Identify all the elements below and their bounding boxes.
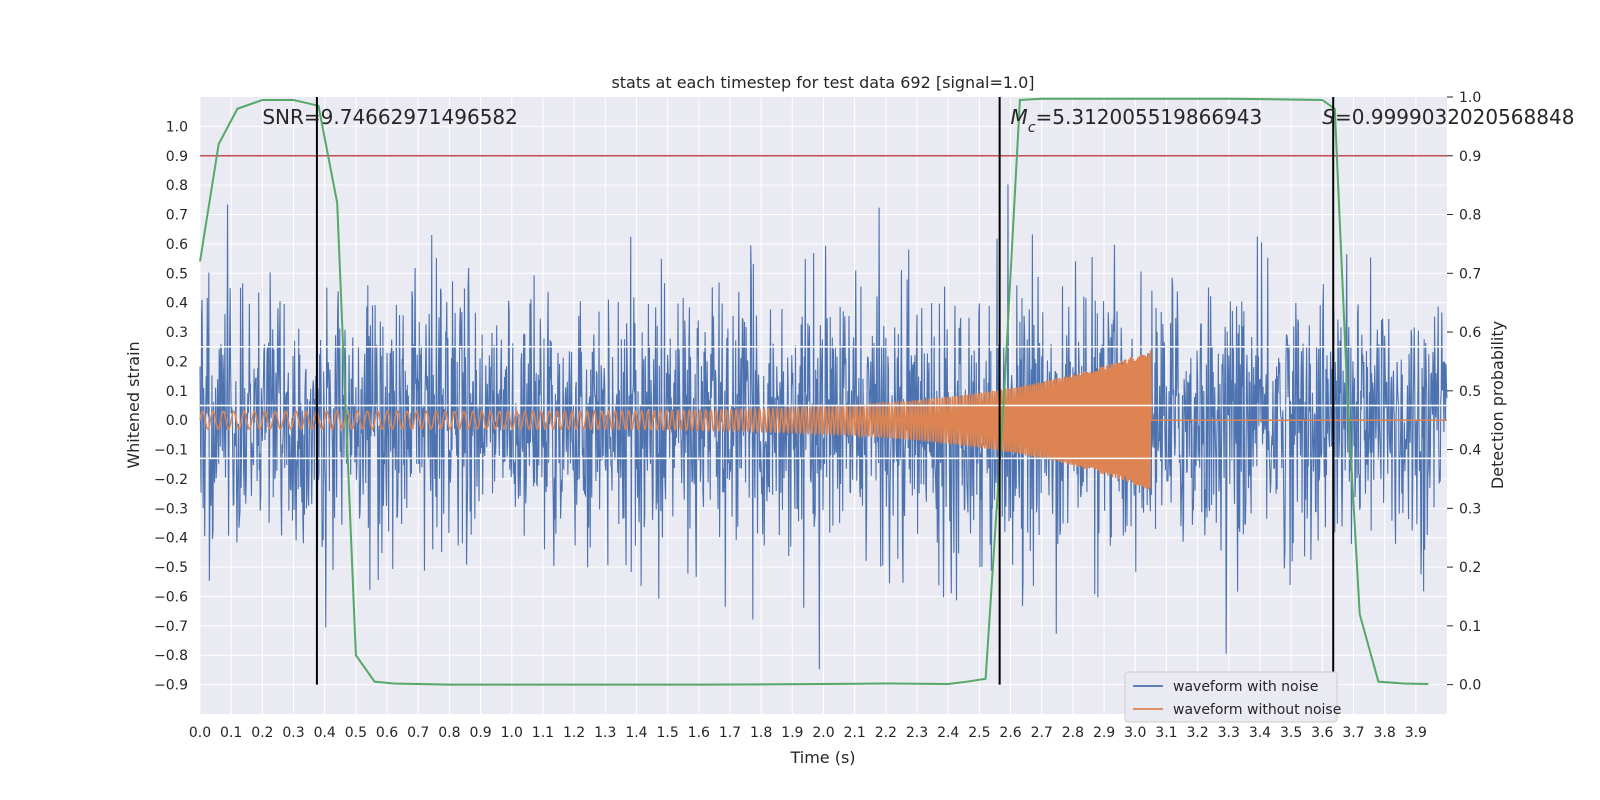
x-tick-label: 2.2	[875, 725, 897, 741]
x-tick-label: 3.0	[1124, 725, 1146, 741]
x-tick-label: 2.9	[1093, 725, 1115, 741]
probability-path	[199, 97, 1429, 686]
y-tick-label: −0.2	[154, 472, 188, 488]
x-tick-label: 0.1	[220, 725, 242, 741]
clean-path	[199, 350, 1447, 490]
x-tick-label: 3.9	[1405, 725, 1427, 741]
annotation-mc: Mc=5.312005519866943	[1011, 105, 1263, 136]
x-tick-label: 3.4	[1249, 725, 1271, 741]
y2-tick-label: 0.6	[1459, 325, 1481, 341]
annotation-snr: SNR=9.74662971496582	[262, 105, 518, 129]
y2-axis-label: Detection probability	[1488, 321, 1507, 489]
y-tick-label: 0.4	[166, 296, 188, 312]
annotation-s: S=0.9999032020568848	[1322, 105, 1574, 129]
x-tick-label: 3.1	[1155, 725, 1177, 741]
y2-tick-label: 0.3	[1459, 501, 1481, 517]
x-tick-label: 0.0	[189, 725, 211, 741]
chart-title: stats at each timestep for test data 692…	[611, 73, 1034, 92]
y2-tick-label: 0.1	[1459, 619, 1481, 635]
x-tick-label: 0.9	[469, 725, 491, 741]
x-tick-label: 1.2	[563, 725, 585, 741]
x-tick-label: 2.1	[844, 725, 866, 741]
x-tick-label: 1.7	[719, 725, 741, 741]
x-tick-label: 0.7	[407, 725, 429, 741]
x-tick-labels: 0.0 0.1 0.2 0.3 0.4 0.5 0.6 0.7 0.8 0.9 1.0 1.1 1.2 1…	[189, 725, 1427, 741]
y-tick-label: −0.5	[154, 560, 188, 576]
y-tick-label: 0.9	[166, 149, 188, 165]
x-tick-label: 0.5	[345, 725, 367, 741]
y-tick-label: −0.6	[154, 589, 188, 605]
x-tick-label: 2.4	[937, 725, 959, 741]
y-tick-label: −0.4	[154, 531, 188, 547]
y2-tick-labels: 1.0 0.9 0.8 0.7 0.6 0.5 0.4 0.3 0.2 0.1 0.0	[1447, 90, 1481, 694]
x-tick-label: 3.7	[1342, 725, 1364, 741]
x-tick-label: 0.2	[251, 725, 273, 741]
y-tick-label: 0.1	[166, 384, 188, 400]
y-tick-label: −0.3	[154, 501, 188, 517]
noise-path	[199, 184, 1448, 670]
x-tick-label: 1.1	[532, 725, 554, 741]
x-tick-label: 1.6	[688, 725, 710, 741]
y-tick-label: 0.8	[166, 178, 188, 194]
x-tick-label: 2.8	[1062, 725, 1084, 741]
y-axis-label: Whitened strain	[124, 341, 143, 468]
x-tick-label: 2.6	[999, 725, 1021, 741]
legend-box	[1124, 671, 1338, 723]
y-tick-label: −0.7	[154, 619, 188, 635]
y-tick-label: 0.0	[166, 413, 188, 429]
x-tick-label: 0.8	[438, 725, 460, 741]
x-axis-label: Time (s)	[789, 748, 855, 767]
detection-probability-curve	[199, 97, 1429, 686]
y2-tick-label: 0.4	[1459, 443, 1481, 459]
y-tick-label: −0.1	[154, 443, 188, 459]
x-tick-label: 1.3	[594, 725, 616, 741]
y-tick-label: 0.5	[166, 266, 188, 282]
x-tick-label: 2.0	[812, 725, 834, 741]
x-tick-label: 3.8	[1374, 725, 1396, 741]
x-tick-label: 3.6	[1311, 725, 1333, 741]
y-tick-labels: 1.0 0.9 0.8 0.7 0.6 0.5 0.4 0.3 0.2 0.1 0.0 −0.1 −0.…	[154, 119, 188, 693]
x-tick-label: 2.5	[968, 725, 990, 741]
annotations: SNR=9.74662971496582 Mc=5.312005519866943…	[262, 105, 1574, 136]
y-tick-label: −0.8	[154, 648, 188, 664]
x-tick-label: 1.0	[501, 725, 523, 741]
x-tick-label: 3.3	[1218, 725, 1240, 741]
x-tick-label: 1.9	[781, 725, 803, 741]
legend-label-noise: waveform with noise	[1173, 679, 1318, 695]
y-tick-label: 1.0	[166, 119, 188, 135]
x-tick-label: 3.5	[1280, 725, 1302, 741]
legend: waveform with noise waveform without noi…	[1124, 671, 1341, 723]
x-tick-label: 0.4	[314, 725, 336, 741]
x-tick-label: 2.3	[906, 725, 928, 741]
y2-tick-label: 0.8	[1459, 208, 1481, 224]
white-reference-lines	[200, 345, 1447, 460]
y2-tick-label: 0.2	[1459, 560, 1481, 576]
x-tick-label: 1.4	[625, 725, 647, 741]
y-tick-label: 0.7	[166, 208, 188, 224]
series-waveform-with-noise	[199, 184, 1448, 670]
y-tick-label: 0.2	[166, 354, 188, 370]
event-markers	[315, 97, 1335, 685]
x-tick-label: 1.5	[656, 725, 678, 741]
x-tick-label: 3.2	[1186, 725, 1208, 741]
legend-label-clean: waveform without noise	[1173, 702, 1341, 718]
x-tick-label: 2.7	[1031, 725, 1053, 741]
x-tick-label: 0.3	[282, 725, 304, 741]
y-tick-label: −0.9	[154, 678, 188, 694]
y-tick-label: 0.6	[166, 237, 188, 253]
y2-tick-label: 1.0	[1459, 90, 1481, 106]
y2-tick-label: 0.7	[1459, 266, 1481, 282]
y2-tick-label: 0.5	[1459, 384, 1481, 400]
y2-tick-label: 0.9	[1459, 149, 1481, 165]
y2-tick-label: 0.0	[1459, 678, 1481, 694]
x-tick-label: 0.6	[376, 725, 398, 741]
y-tick-label: 0.3	[166, 325, 188, 341]
series-waveform-without-noise	[199, 350, 1447, 490]
x-tick-label: 1.8	[750, 725, 772, 741]
